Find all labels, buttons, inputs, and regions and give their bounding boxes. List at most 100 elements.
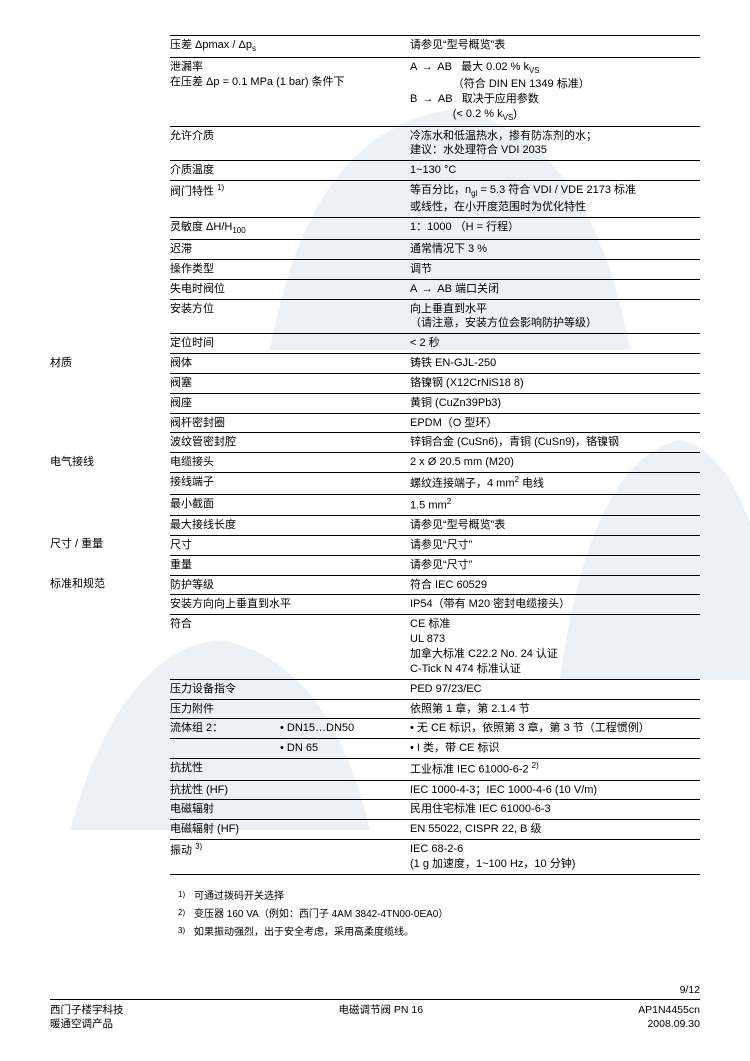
- table-row: 阀杆密封圈EPDM（O 型环）: [50, 413, 700, 433]
- footer-center: 电磁调节阀 PN 16: [339, 1003, 424, 1031]
- spec-label: 阀塞: [170, 373, 410, 393]
- spec-label: 安装方向向上垂直到水平: [170, 595, 410, 615]
- footer-right: AP1N4455cn 2008.09.30: [638, 1003, 700, 1031]
- spec-value: EPDM（O 型环）: [410, 413, 700, 433]
- spec-label: 灵敏度 ΔH/H100: [170, 218, 410, 240]
- spec-label: • DN 65: [170, 739, 410, 759]
- table-row: 符合CE 标准UL 873加拿大标准 C22.2 No. 24 认证C-Tick…: [50, 615, 700, 679]
- spec-value: 等百分比，ngl = 5.3 符合 VDI / VDE 2173 标准或线性，在…: [410, 181, 700, 218]
- spec-label: 抗扰性 (HF): [170, 780, 410, 800]
- table-row: 电气接线电缆接头2 x Ø 20.5 mm (M20): [50, 453, 700, 473]
- spec-value: PED 97/23/EC: [410, 679, 700, 699]
- spec-label: 迟滞: [170, 239, 410, 259]
- spec-label: 安装方位: [170, 299, 410, 334]
- section-label: [50, 259, 170, 279]
- spec-label: 重量: [170, 555, 410, 575]
- spec-value: 向上垂直到水平（请注意，安装方位会影响防护等级）: [410, 299, 700, 334]
- spec-label: 泄漏率在压差 Δp = 0.1 MPa (1 bar) 条件下: [170, 57, 410, 126]
- footnotes: 1)可通过拨码开关选择2)变压器 160 VA（例如：西门子 4AM 3842-…: [50, 889, 700, 944]
- spec-value: 锌铜合金 (CuSn6)，青铜 (CuSn9)，铬镍钢: [410, 433, 700, 453]
- section-label: [50, 595, 170, 615]
- footnote: 1)可通过拨码开关选择: [178, 889, 700, 907]
- spec-value: EN 55022, CISPR 22, B 级: [410, 820, 700, 840]
- table-row: 允许介质冷冻水和低温热水，掺有防冻剂的水；建议：水处理符合 VDI 2035: [50, 126, 700, 161]
- spec-label: 接线端子: [170, 473, 410, 495]
- table-row: 最小截面1.5 mm2: [50, 494, 700, 516]
- table-row: 最大接线长度请参见“型号概览”表: [50, 516, 700, 536]
- section-label: [50, 759, 170, 781]
- section-label: [50, 719, 170, 739]
- spec-value: 请参见“尺寸”: [410, 555, 700, 575]
- spec-label: 介质温度: [170, 161, 410, 181]
- table-row: 迟滞通常情况下 3 %: [50, 239, 700, 259]
- section-label: [50, 473, 170, 495]
- table-row: 流体组 2：• DN15…DN50• 无 CE 标识，依照第 3 章，第 3 节…: [50, 719, 700, 739]
- spec-value: 通常情况下 3 %: [410, 239, 700, 259]
- spec-value: < 2 秒: [410, 334, 700, 354]
- table-row: 抗扰性 (HF)IEC 1000-4-3；IEC 1000-4-6 (10 V/…: [50, 780, 700, 800]
- spec-table: 压差 Δpmax / Δps请参见“型号概览”表泄漏率在压差 Δp = 0.1 …: [50, 35, 700, 875]
- spec-value: 民用住宅标准 IEC 61000-6-3: [410, 800, 700, 820]
- section-label: [50, 299, 170, 334]
- table-row: 波纹管密封腔锌铜合金 (CuSn6)，青铜 (CuSn9)，铬镍钢: [50, 433, 700, 453]
- table-row: 介质温度1~130 °C: [50, 161, 700, 181]
- spec-label: 压力设备指令: [170, 679, 410, 699]
- spec-label: 防护等级: [170, 575, 410, 595]
- spec-label: 压力附件: [170, 699, 410, 719]
- spec-value: IEC 1000-4-3；IEC 1000-4-6 (10 V/m): [410, 780, 700, 800]
- section-label: [50, 780, 170, 800]
- spec-label: 电磁辐射: [170, 800, 410, 820]
- table-row: 灵敏度 ΔH/H1001：1000 （H = 行程）: [50, 218, 700, 240]
- spec-label: 电缆接头: [170, 453, 410, 473]
- spec-label: 尺寸: [170, 535, 410, 555]
- footer-left: 西门子楼宇科技 暖通空调产品: [50, 1003, 124, 1031]
- section-label: [50, 57, 170, 126]
- spec-label: 阀体: [170, 354, 410, 374]
- spec-label: 阀门特性 1): [170, 181, 410, 218]
- table-row: 定位时间< 2 秒: [50, 334, 700, 354]
- section-label: [50, 181, 170, 218]
- table-row: 阀塞铬镍钢 (X12CrNiS18 8): [50, 373, 700, 393]
- spec-label: 流体组 2：• DN15…DN50: [170, 719, 410, 739]
- section-label: 材质: [50, 354, 170, 374]
- table-row: 接线端子螺纹连接端子，4 mm2 电线: [50, 473, 700, 495]
- spec-label: 操作类型: [170, 259, 410, 279]
- footnote: 3)如果振动强烈，出于安全考虑，采用高柔度缆线。: [178, 925, 700, 943]
- spec-value: 铸铁 EN-GJL-250: [410, 354, 700, 374]
- spec-label: 振动 3): [170, 840, 410, 875]
- spec-label: 定位时间: [170, 334, 410, 354]
- section-label: [50, 334, 170, 354]
- page-content: 压差 Δpmax / Δps请参见“型号概览”表泄漏率在压差 Δp = 0.1 …: [50, 35, 700, 944]
- spec-value: 请参见“型号概览”表: [410, 516, 700, 536]
- spec-value: 调节: [410, 259, 700, 279]
- table-row: 压差 Δpmax / Δps请参见“型号概览”表: [50, 36, 700, 58]
- table-row: • DN 65• I 类，带 CE 标识: [50, 739, 700, 759]
- spec-value: 黄铜 (CuZn39Pb3): [410, 393, 700, 413]
- spec-label: 电磁辐射 (HF): [170, 820, 410, 840]
- section-label: [50, 433, 170, 453]
- spec-value: 螺纹连接端子，4 mm2 电线: [410, 473, 700, 495]
- section-label: [50, 413, 170, 433]
- spec-value: 工业标准 IEC 61000-6-2 2): [410, 759, 700, 781]
- section-label: [50, 679, 170, 699]
- page-footer: 9/12 西门子楼宇科技 暖通空调产品 电磁调节阀 PN 16 AP1N4455…: [50, 984, 700, 1031]
- footnote: 2)变压器 160 VA（例如：西门子 4AM 3842-4TN00-0EA0）: [178, 907, 700, 925]
- spec-value: 1~130 °C: [410, 161, 700, 181]
- section-label: [50, 126, 170, 161]
- section-label: 标准和规范: [50, 575, 170, 595]
- table-row: 电磁辐射 (HF)EN 55022, CISPR 22, B 级: [50, 820, 700, 840]
- table-row: 电磁辐射民用住宅标准 IEC 61000-6-3: [50, 800, 700, 820]
- section-label: [50, 36, 170, 58]
- spec-value: 符合 IEC 60529: [410, 575, 700, 595]
- section-label: [50, 739, 170, 759]
- page-number: 9/12: [50, 984, 700, 996]
- section-label: [50, 555, 170, 575]
- spec-value: 依照第 1 章，第 2.1.4 节: [410, 699, 700, 719]
- table-row: 振动 3)IEC 68-2-6(1 g 加速度，1~100 Hz，10 分钟): [50, 840, 700, 875]
- section-label: [50, 800, 170, 820]
- spec-value: 铬镍钢 (X12CrNiS18 8): [410, 373, 700, 393]
- spec-value: 1.5 mm2: [410, 494, 700, 516]
- table-row: 压力附件依照第 1 章，第 2.1.4 节: [50, 699, 700, 719]
- section-label: [50, 516, 170, 536]
- table-row: 失电时阀位A AB 端口关闭: [50, 279, 700, 299]
